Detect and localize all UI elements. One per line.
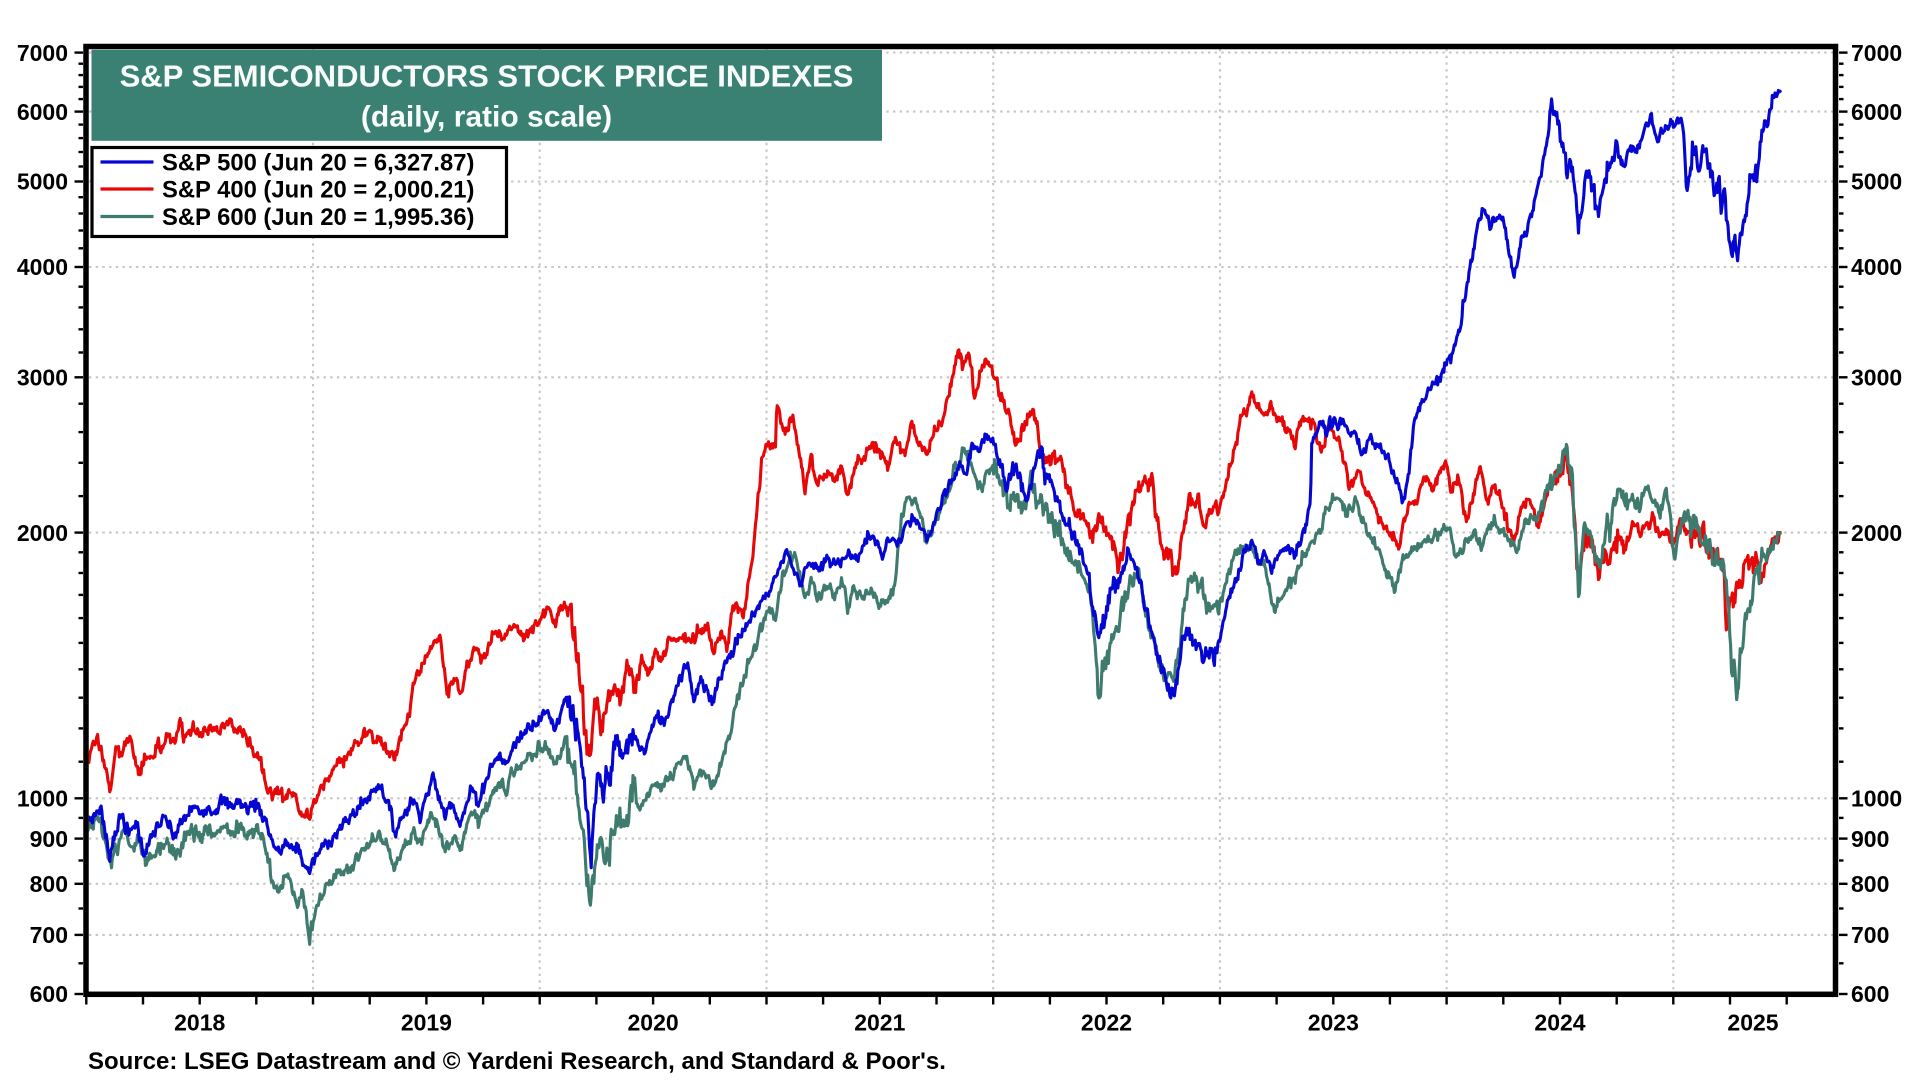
- svg-text:2021: 2021: [854, 1010, 905, 1036]
- svg-text:2000: 2000: [1851, 520, 1902, 546]
- svg-text:Source: LSEG Datastream and ©: Source: LSEG Datastream and © Yardeni Re…: [88, 1048, 946, 1075]
- svg-text:(daily, ratio scale): (daily, ratio scale): [361, 101, 612, 134]
- svg-text:4000: 4000: [1851, 254, 1902, 280]
- svg-text:800: 800: [30, 871, 68, 897]
- svg-text:2022: 2022: [1081, 1010, 1132, 1036]
- svg-text:700: 700: [30, 922, 68, 948]
- svg-text:600: 600: [1851, 981, 1889, 1007]
- svg-text:900: 900: [30, 826, 68, 852]
- svg-text:S&P 400 (Jun 20 = 2,000.21): S&P 400 (Jun 20 = 2,000.21): [162, 177, 474, 204]
- svg-text:3000: 3000: [1851, 365, 1902, 391]
- svg-text:2023: 2023: [1308, 1010, 1359, 1036]
- svg-text:700: 700: [1851, 922, 1889, 948]
- svg-text:2020: 2020: [628, 1010, 679, 1036]
- svg-text:2018: 2018: [174, 1010, 225, 1036]
- svg-text:1000: 1000: [1851, 786, 1902, 812]
- svg-text:5000: 5000: [1851, 169, 1902, 195]
- svg-text:800: 800: [1851, 871, 1889, 897]
- svg-text:6000: 6000: [17, 99, 68, 125]
- svg-text:1000: 1000: [17, 786, 68, 812]
- svg-text:S&P 600 (Jun 20 = 1,995.36): S&P 600 (Jun 20 = 1,995.36): [162, 204, 474, 231]
- svg-text:2024: 2024: [1534, 1010, 1585, 1036]
- svg-text:5000: 5000: [17, 169, 68, 195]
- svg-text:7000: 7000: [1851, 40, 1902, 66]
- svg-text:3000: 3000: [17, 365, 68, 391]
- svg-text:4000: 4000: [17, 254, 68, 280]
- svg-text:7000: 7000: [17, 40, 68, 66]
- svg-text:900: 900: [1851, 826, 1889, 852]
- svg-text:2000: 2000: [17, 520, 68, 546]
- svg-text:S&P 500 (Jun 20 = 6,327.87): S&P 500 (Jun 20 = 6,327.87): [162, 150, 474, 177]
- svg-text:600: 600: [30, 981, 68, 1007]
- svg-text:2019: 2019: [401, 1010, 452, 1036]
- svg-text:2025: 2025: [1727, 1010, 1778, 1036]
- svg-text:6000: 6000: [1851, 99, 1902, 125]
- svg-text:S&P SEMICONDUCTORS STOCK PRICE: S&P SEMICONDUCTORS STOCK PRICE INDEXES: [120, 59, 854, 94]
